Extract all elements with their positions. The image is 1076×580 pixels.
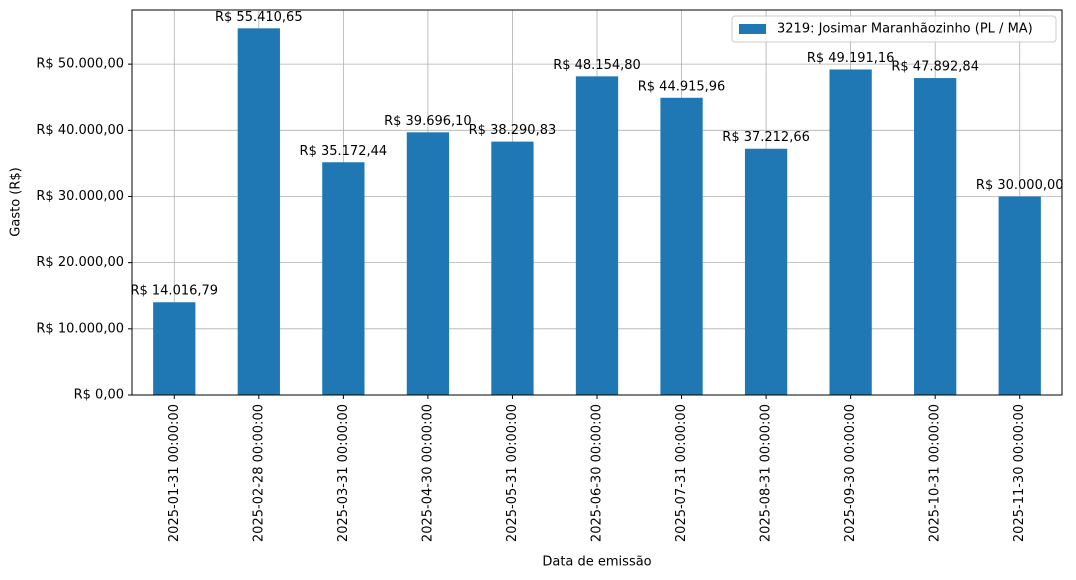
y-axis-label: Gasto (R$) xyxy=(9,167,24,236)
value-label: R$ 44.915,96 xyxy=(638,79,726,94)
y-tick-label: R$ 0,00 xyxy=(74,388,124,403)
value-label: R$ 38.290,83 xyxy=(469,123,557,138)
bar xyxy=(491,141,534,395)
bar xyxy=(744,148,788,395)
bar xyxy=(660,97,703,396)
value-label: R$ 48.154,80 xyxy=(553,58,641,73)
legend-label: 3219: Josimar Maranhãozinho (PL / MA) xyxy=(777,22,1033,37)
value-label: R$ 49.191,16 xyxy=(807,51,895,66)
y-tick-label: R$ 50.000,00 xyxy=(36,57,124,72)
x-tick-label: 2025-02-28 00:00:00 xyxy=(251,404,266,542)
bar xyxy=(153,302,196,395)
value-label: R$ 39.696,10 xyxy=(384,114,472,129)
value-label: R$ 55.410,65 xyxy=(215,10,303,25)
x-tick-label: 2025-01-31 00:00:00 xyxy=(167,404,182,542)
x-tick-label: 2025-04-30 00:00:00 xyxy=(420,404,435,542)
x-axis-label: Data de emissão xyxy=(542,555,651,570)
bar xyxy=(237,28,280,396)
value-label: R$ 35.172,44 xyxy=(300,144,388,159)
bar xyxy=(575,76,619,395)
bar xyxy=(829,69,872,395)
x-tick-label: 2025-07-31 00:00:00 xyxy=(674,404,689,542)
value-label: R$ 30.000,00 xyxy=(976,178,1064,193)
x-tick-label: 2025-03-31 00:00:00 xyxy=(336,404,351,542)
value-label: R$ 14.016,79 xyxy=(130,284,218,299)
y-tick-label: R$ 10.000,00 xyxy=(36,321,124,336)
bar xyxy=(406,132,450,396)
bar xyxy=(998,196,1041,395)
x-tick-label: 2025-05-31 00:00:00 xyxy=(505,404,520,542)
x-tick-label: 2025-10-31 00:00:00 xyxy=(928,404,943,542)
legend-swatch xyxy=(739,24,766,34)
value-label: R$ 47.892,84 xyxy=(891,60,979,75)
x-tick-label: 2025-06-30 00:00:00 xyxy=(590,404,605,542)
y-tick-label: R$ 30.000,00 xyxy=(36,189,124,204)
x-tick-label: 2025-08-31 00:00:00 xyxy=(759,404,774,542)
x-tick-label: 2025-11-30 00:00:00 xyxy=(1012,404,1027,542)
bar xyxy=(914,78,957,396)
value-label: R$ 37.212,66 xyxy=(722,130,810,145)
x-tick-label: 2025-09-30 00:00:00 xyxy=(843,404,858,542)
bar xyxy=(322,162,365,395)
y-tick-label: R$ 20.000,00 xyxy=(36,255,124,270)
y-tick-label: R$ 40.000,00 xyxy=(36,123,124,138)
legend-box xyxy=(731,15,1057,43)
